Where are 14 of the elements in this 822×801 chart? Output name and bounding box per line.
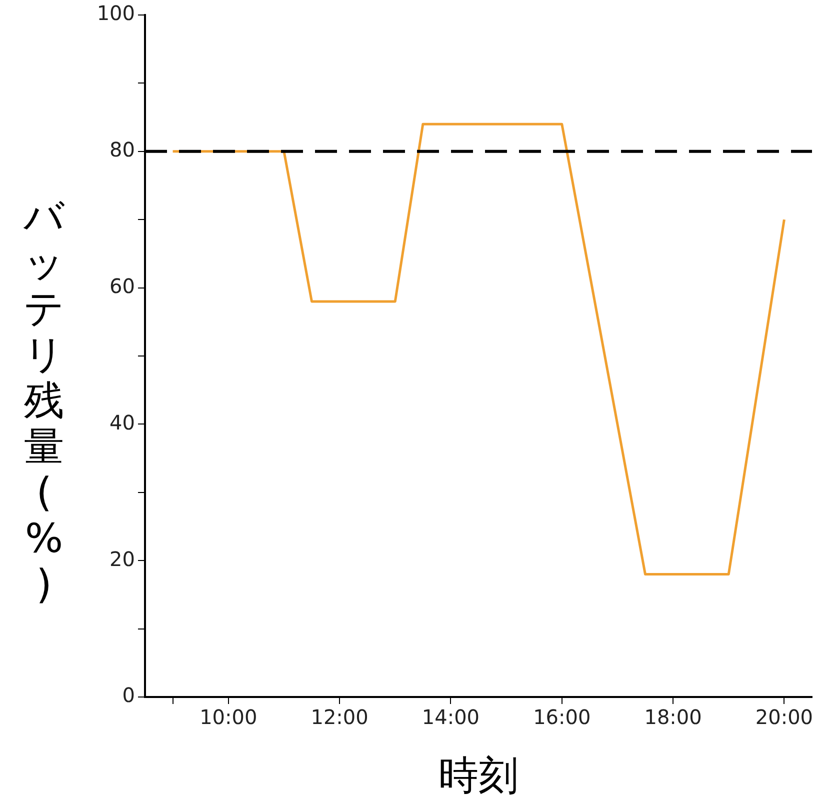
y-tick-label: 60 [110, 274, 135, 298]
y-tick-label: 0 [122, 683, 135, 708]
x-tick-label: 10:00 [200, 705, 258, 730]
x-tick-label: 12:00 [310, 705, 368, 730]
x-tick-label: 14:00 [422, 705, 480, 730]
y-tick-label: 80 [110, 138, 135, 162]
text: バッテリ残量(%) [24, 194, 64, 608]
x-tick-label: 16:00 [533, 705, 591, 730]
y-tick-label: 40 [110, 410, 135, 434]
y-tick-label: 100 [96, 1, 135, 26]
x-tick-label: 20:00 [755, 705, 814, 730]
y-tick-label: 20 [110, 546, 135, 571]
x-tick-label: 18:00 [644, 705, 702, 730]
x-axis-title: 時刻 [438, 752, 520, 801]
